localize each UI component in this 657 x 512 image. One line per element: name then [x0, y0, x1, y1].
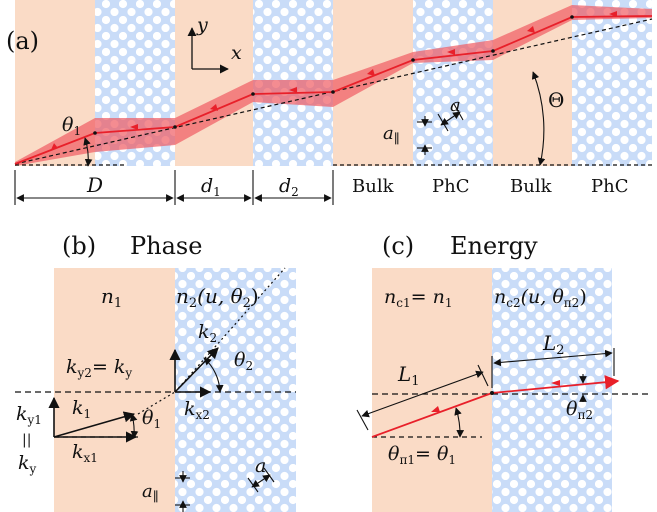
- n1-label: n1: [101, 284, 122, 311]
- theta1-b-arc: [129, 413, 139, 439]
- nc2-label: nc2(u, θπ2): [494, 286, 587, 310]
- L2-label: L2: [542, 331, 565, 358]
- ray-nodes: [93, 15, 574, 135]
- phc-region-c: [492, 268, 612, 512]
- L2-dimension: [491, 348, 615, 388]
- L1-dimension: [356, 364, 489, 431]
- nc1-label: nc1= n1: [384, 286, 452, 310]
- ky-label: ky: [18, 452, 37, 476]
- phc-region-b: [175, 268, 296, 512]
- k1-arrow: [53, 411, 136, 438]
- theta1-arc: [83, 137, 93, 167]
- bulk-label-1: Bulk: [352, 176, 395, 197]
- a-b-label: a: [255, 455, 266, 477]
- panel-c-title: Energy: [450, 232, 538, 260]
- panel-a: (a) y x θ1 Θ a a∥ D d1 d2 Bulk PhC Bulk …: [6, 0, 653, 205]
- dimension-D-label: D: [86, 173, 103, 197]
- phc-region-a3: [413, 0, 493, 166]
- ray-arrowheads: [50, 11, 617, 151]
- L1-label: L1: [397, 362, 420, 389]
- theta1-b-label: θ1: [142, 407, 161, 431]
- average-path-line: [14, 18, 653, 165]
- n2-label: n2(u, θ2): [176, 284, 259, 311]
- energy-arrowhead-phc: [551, 380, 560, 386]
- a-label: a: [450, 95, 461, 116]
- panel-c-label: (c): [382, 232, 414, 260]
- a-par-marker: [417, 116, 432, 155]
- a-par-b-label: a∥: [142, 481, 159, 505]
- x-axis-label: x: [231, 42, 242, 64]
- phc-label-2: PhC: [591, 176, 628, 197]
- bulk-region-a2: [175, 0, 253, 166]
- panel-b-label: (b): [62, 232, 96, 260]
- k2-label: k2: [198, 321, 217, 345]
- phc-label-1: PhC: [432, 176, 469, 197]
- kx2-label: kx2: [184, 398, 210, 422]
- theta1-label: θ1: [62, 114, 81, 138]
- a-par-marker-b: [175, 471, 190, 512]
- theta-pi1-label: θπ1= θ1: [388, 443, 456, 467]
- Theta-label: Θ: [548, 88, 564, 112]
- energy-path-phc: [491, 375, 620, 394]
- panel-b: (b) Phase n1 n2(u, θ2) k2 ky2= ky θ2 k1 …: [15, 232, 296, 512]
- incident-extension-line: [137, 391, 176, 415]
- bulk-label-2: Bulk: [510, 176, 553, 197]
- a-par-label: a∥: [383, 123, 400, 147]
- kx1-label: kx1: [72, 441, 98, 465]
- theta2-b-arc: [203, 357, 224, 393]
- a-marker: [437, 103, 464, 132]
- a-marker-b: [247, 467, 275, 493]
- phc-region-a4: [572, 0, 652, 166]
- k2-arrow: [174, 347, 219, 393]
- parallel-symbol: ||: [22, 432, 31, 448]
- ky1-label: ky1: [16, 403, 42, 427]
- theta-pi1-arc: [454, 407, 465, 438]
- k1-label: k1: [72, 397, 91, 421]
- dimension-d2-label: d2: [279, 175, 299, 199]
- y-axis-label: y: [196, 14, 208, 36]
- dimension-d1-label: d1: [201, 175, 221, 199]
- bulk-region-b: [54, 268, 175, 512]
- interface-node-c: [490, 391, 494, 395]
- theta-pi2-label: θπ2: [566, 398, 593, 422]
- panel-c: (c) Energy nc1= n1 nc2(u, θπ2) L1 L2 θπ2…: [356, 232, 652, 512]
- ky2-equals-ky-label: ky2= ky: [66, 356, 132, 380]
- panel-a-label: (a): [6, 27, 39, 55]
- dimension-lines: [14, 170, 334, 205]
- Theta-arc: [531, 71, 546, 166]
- theta2-b-label: θ2: [234, 349, 253, 373]
- panel-b-title: Phase: [130, 232, 202, 260]
